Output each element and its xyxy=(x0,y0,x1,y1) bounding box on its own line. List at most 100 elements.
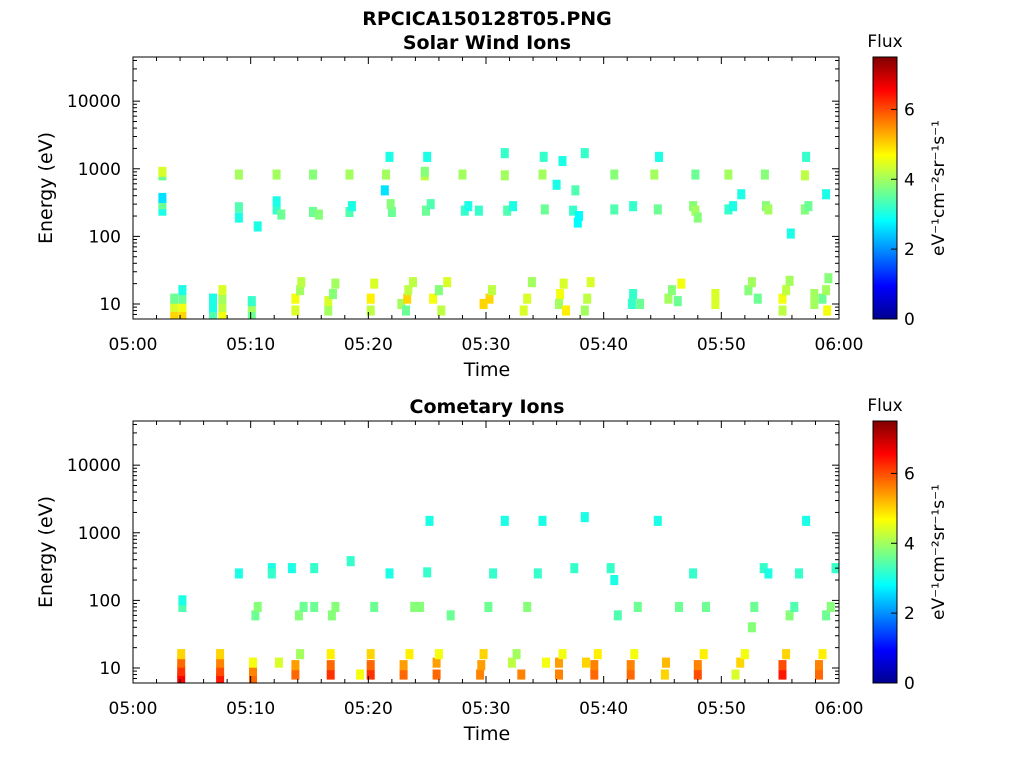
heatmap-cell xyxy=(691,169,700,180)
heatmap-cell xyxy=(702,601,710,612)
axes-frame xyxy=(132,420,840,684)
heatmap-cell xyxy=(387,206,396,217)
heatmap-cell xyxy=(691,205,700,216)
heatmap-cell xyxy=(296,285,305,296)
colorbar-gradient xyxy=(872,420,898,684)
heatmap-cell xyxy=(626,669,635,680)
heatmap-cell xyxy=(177,649,186,660)
heatmap-cell xyxy=(740,649,749,660)
heatmap-cell xyxy=(346,556,355,567)
x-axis-ticks: 05:00 05:10 05:20 05:30 05:40 05:50 06:00 xyxy=(109,57,864,355)
heatmap-cell xyxy=(760,169,769,180)
heatmap-cell xyxy=(575,211,583,222)
heatmap-cell xyxy=(329,289,337,300)
heatmap-cell xyxy=(432,657,441,668)
colorbar-title: Flux xyxy=(867,396,902,416)
heatmap-cell xyxy=(234,212,243,223)
heatmap-cell xyxy=(664,293,673,304)
heatmap-cell xyxy=(650,169,659,180)
heatmap-cell xyxy=(177,673,186,684)
y-tick-label: 1000 xyxy=(78,524,121,544)
heatmap-cell xyxy=(815,669,823,680)
heatmap-cell xyxy=(523,293,532,304)
x-axis-label: Time xyxy=(463,723,511,745)
heatmap-cell xyxy=(356,669,365,680)
heatmap-cell xyxy=(178,309,187,320)
heatmap-cell xyxy=(750,601,759,612)
x-tick-label: 05:40 xyxy=(579,699,628,719)
heatmap-cell xyxy=(370,601,379,612)
colorbar-tick-label: 6 xyxy=(904,464,915,484)
heatmap-cell xyxy=(711,298,720,309)
heatmap-cell xyxy=(416,601,425,612)
heatmap-cell xyxy=(158,199,167,210)
y-axis-label: Energy (eV) xyxy=(35,132,57,244)
heatmap-cell xyxy=(586,277,595,288)
heatmap-cell xyxy=(405,649,414,660)
heatmap-cell xyxy=(216,649,225,660)
y-tick-label: 1000 xyxy=(78,160,121,180)
heatmap-cell xyxy=(366,660,375,671)
colorbar-tick-label: 0 xyxy=(904,674,915,694)
heatmap-cell xyxy=(509,201,518,212)
heatmap-cell xyxy=(503,205,512,216)
heatmap-cell xyxy=(627,298,636,309)
heatmap-cell xyxy=(178,601,187,612)
y-tick-label: 10 xyxy=(99,659,121,679)
heatmap-cell xyxy=(247,302,256,313)
heatmap-cell xyxy=(593,649,602,660)
heatmap-cell xyxy=(744,285,753,296)
heatmap-cell xyxy=(287,563,296,574)
heatmap-cell xyxy=(677,278,686,289)
heatmap-cell xyxy=(158,166,167,177)
heatmap-cell xyxy=(409,277,417,288)
heatmap-cell xyxy=(370,278,379,289)
heatmap-cell xyxy=(267,563,276,574)
heatmap-cell xyxy=(552,179,561,190)
heatmap-cell xyxy=(711,289,720,300)
heatmap-cell xyxy=(555,298,563,309)
heatmap-cell xyxy=(291,305,300,316)
heatmap-cell xyxy=(753,293,762,304)
heatmap-cell xyxy=(432,669,441,680)
y-tick-label: 100 xyxy=(89,591,121,611)
heatmap-cell xyxy=(538,169,547,180)
colorbar-tick-label: 6 xyxy=(904,100,915,120)
heatmap-cell xyxy=(218,309,227,320)
heatmap-cell xyxy=(324,296,333,307)
heatmap-cell xyxy=(429,293,438,304)
heatmap-cell xyxy=(527,277,536,288)
x-tick-label: 06:00 xyxy=(815,335,864,355)
heatmap-cell xyxy=(434,649,443,660)
heatmap-cell xyxy=(309,206,317,217)
heatmap-cell xyxy=(247,309,256,320)
heatmap-cell xyxy=(366,669,375,680)
heatmap-cell xyxy=(517,669,526,680)
heatmap-cell xyxy=(583,293,592,304)
heatmap-cell xyxy=(785,610,794,621)
heatmap-cell xyxy=(489,568,498,579)
heatmap-cell xyxy=(291,293,300,304)
x-tick-label: 05:00 xyxy=(109,699,158,719)
colorbar-ticks: 0 2 4 6 xyxy=(891,464,915,694)
heatmap-cell xyxy=(800,170,809,181)
heatmap-cell xyxy=(823,305,832,316)
heatmap-cell xyxy=(326,660,335,671)
y-axis-ticks: 10 100 1000 10000 xyxy=(67,423,839,684)
colorbar-tick-label: 0 xyxy=(904,310,915,330)
heatmap-cell xyxy=(294,610,303,621)
heatmap-cell xyxy=(397,298,406,309)
heatmap-cell xyxy=(324,305,333,316)
heatmap-cell xyxy=(347,201,356,212)
heatmap-cell xyxy=(177,666,186,677)
heatmap-cell xyxy=(555,657,563,668)
heatmap-cell xyxy=(403,293,412,304)
heatmap-cell xyxy=(826,601,835,612)
x-axis-ticks: 05:00 05:10 05:20 05:30 05:40 05:50 06:00 xyxy=(109,421,864,719)
panel-cometary: Cometary Ions 05:00 05:10 05:20 05:30 05:40 0… xyxy=(35,396,949,745)
colorbar: Flux 0 2 4 6 eV⁻¹cm⁻²sr⁻¹s⁻¹ xyxy=(867,32,949,330)
colorbar-tick-label: 4 xyxy=(904,170,915,190)
heatmap-cells xyxy=(177,512,840,684)
heatmap-cell xyxy=(523,601,532,612)
